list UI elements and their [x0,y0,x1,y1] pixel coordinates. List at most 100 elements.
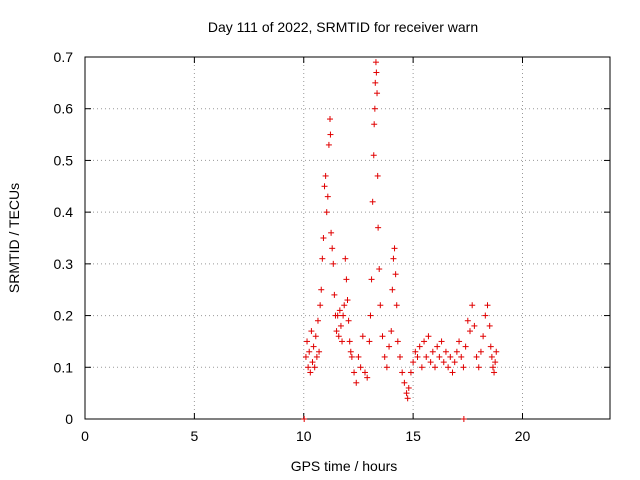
y-tick-label: 0.5 [54,152,74,168]
data-point [357,364,364,371]
data-point [464,317,471,324]
data-point [458,353,465,360]
data-point [440,359,447,366]
x-tick-label: 15 [405,428,421,444]
data-point [339,338,346,345]
data-point [319,255,326,262]
data-point [399,369,406,376]
data-point [327,116,333,123]
data-point [320,235,327,241]
data-point [346,338,353,345]
data-point [371,105,378,112]
data-point [337,322,344,329]
data-points [301,59,500,422]
data-point [480,333,487,340]
x-tick-label: 20 [515,428,531,444]
y-tick-label: 0.2 [54,308,74,324]
chart-title: Day 111 of 2022, SRMTID for receiver war… [208,19,478,35]
data-point [436,353,443,360]
data-point [373,69,380,76]
data-point [486,322,493,329]
x-tick-label: 5 [190,428,198,444]
data-point [353,379,360,386]
data-point [421,338,428,345]
data-point [484,302,491,309]
data-point [374,172,381,179]
x-tick-label: 10 [296,428,312,444]
data-point [410,359,417,366]
data-point [381,353,388,360]
tick-labels: 0 5 10 15 20 0 0.1 0.2 0.3 0.4 0.5 0.6 0.7 [54,49,531,444]
axis-ticks [84,56,610,420]
data-point [471,322,478,329]
data-point [351,369,358,376]
data-point [366,338,373,345]
data-point [369,198,376,205]
data-point [325,141,332,148]
data-point [414,353,421,360]
data-point [491,369,498,376]
data-point [313,353,320,360]
data-point [304,338,311,345]
data-point [425,333,432,340]
data-point [460,364,467,371]
data-point [376,266,383,273]
data-point [314,317,321,324]
data-point [321,183,328,190]
data-point [368,276,375,283]
data-point [318,286,325,293]
data-point [322,172,329,179]
y-tick-label: 0.1 [54,359,74,375]
data-point [401,379,408,386]
data-point [327,131,334,138]
data-point [429,348,436,355]
data-point [405,384,412,391]
data-point [487,343,494,350]
data-point [364,374,371,381]
data-point [403,390,410,397]
data-point [374,90,381,97]
data-point [367,312,374,319]
data-point [329,245,336,252]
data-point [310,343,317,350]
data-point [449,369,456,376]
data-point [342,255,349,262]
data-point [328,229,335,236]
data-point [316,348,323,355]
data-point [343,276,350,283]
data-point [336,307,343,314]
data-point [432,364,438,371]
data-point [434,343,441,350]
data-point [386,343,393,350]
data-point [388,328,395,335]
data-point [347,348,354,355]
y-tick-label: 0.7 [54,49,74,65]
data-point [379,333,386,340]
data-point [390,255,397,262]
data-point [301,416,308,422]
data-point [317,302,324,309]
data-point [307,369,314,376]
data-point [375,224,382,231]
data-point [370,152,377,159]
y-tick-label: 0.3 [54,256,74,272]
data-point [323,209,330,216]
data-point [418,364,425,371]
data-point [460,416,467,422]
data-point [477,348,484,355]
data-point [389,286,396,293]
data-point [493,348,500,355]
data-point [377,302,384,309]
data-point [355,353,362,360]
y-axis-label: SRMTID / TECUs [6,183,22,293]
data-point [492,359,499,366]
data-point [341,302,348,309]
data-point [427,359,434,366]
data-point [335,333,342,340]
y-tick-label: 0.4 [54,204,74,220]
data-point [423,353,430,360]
data-point [306,348,313,355]
y-tick-label: 0 [65,411,73,427]
data-point [447,353,454,360]
